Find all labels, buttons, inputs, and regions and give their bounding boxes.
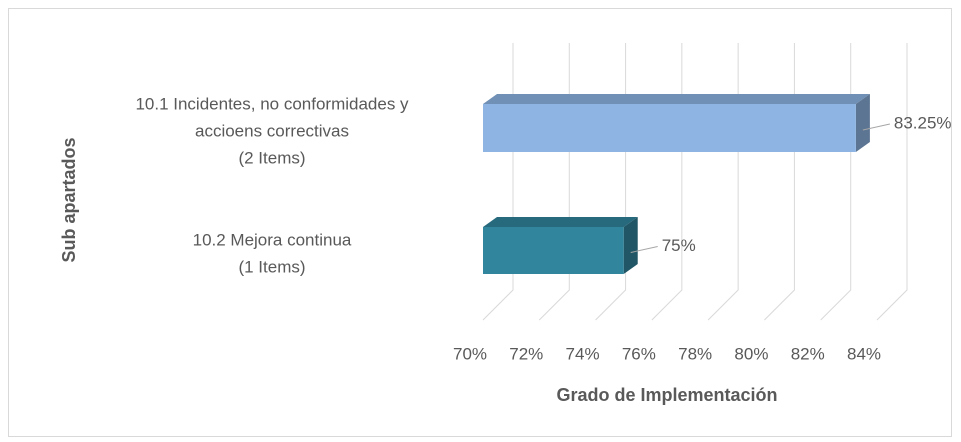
x-tick-label: 70% xyxy=(453,344,487,363)
x-axis-title: Grado de Implementación xyxy=(556,385,777,405)
x-tick-label: 78% xyxy=(678,344,712,363)
y-tick-label: (1 Items) xyxy=(238,257,305,276)
y-axis-title: Sub apartados xyxy=(59,137,79,262)
chart-border xyxy=(8,8,952,437)
bar-side xyxy=(623,217,638,274)
bar-top xyxy=(483,217,638,227)
bar xyxy=(483,227,624,274)
x-tick-label: 82% xyxy=(791,344,825,363)
x-tick-label: 76% xyxy=(622,344,656,363)
leader-line xyxy=(862,123,891,131)
grid-line xyxy=(876,43,908,321)
x-tick-label: 72% xyxy=(509,344,543,363)
x-tick-label: 84% xyxy=(847,344,881,363)
bar-side xyxy=(855,94,870,152)
y-tick-label: 10.1 Incidentes, no conformidades y xyxy=(135,94,409,113)
x-tick-label: 74% xyxy=(566,344,600,363)
y-tick-label: accioens correctivas xyxy=(195,121,349,140)
value-label: 83.25% xyxy=(894,113,952,132)
y-tick-label: (2 Items) xyxy=(238,148,305,167)
y-tick-label: 10.2 Mejora continua xyxy=(193,230,352,249)
bar xyxy=(483,104,856,152)
bar-top xyxy=(483,94,870,104)
leader-line xyxy=(630,246,658,253)
value-label: 75% xyxy=(662,236,696,255)
x-tick-label: 80% xyxy=(734,344,768,363)
